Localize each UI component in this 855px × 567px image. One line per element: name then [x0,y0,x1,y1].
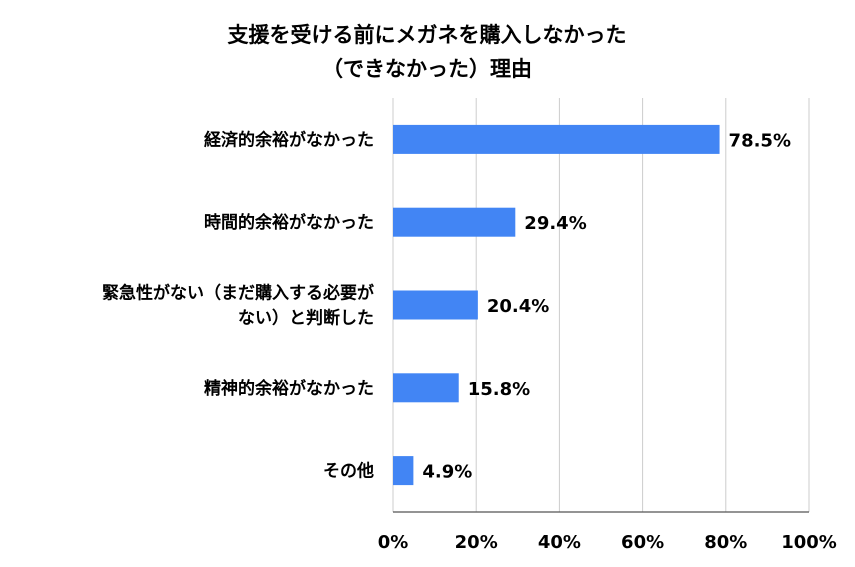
category-label: 精神的余裕がなかった [204,378,374,399]
chart-title-line-2: （できなかった）理由 [322,57,532,81]
category-label: その他 [323,461,374,482]
value-label: 20.4% [487,296,549,317]
category-label: 経済的余裕がなかった [204,129,374,150]
x-tick-label: 80% [704,532,747,553]
bar [393,207,516,237]
x-tick-label: 60% [621,532,664,553]
bar [393,290,478,320]
category-label: ない）と判断した [238,308,374,329]
bar [393,373,459,403]
chart-title-line-1: 支援を受ける前にメガネを購入しなかった [228,23,627,47]
x-axis-ticks: 0% 20% 40% 60% 80% 100% [378,532,837,553]
chart-title: 支援を受ける前にメガネを購入しなかった （できなかった）理由 [228,23,627,81]
x-tick-label: 0% [378,532,409,553]
x-tick-label: 40% [538,532,581,553]
bars: 78.5% 経済的余裕がなかった 29.4% 時間的余裕がなかった 20.4% 緊急性がな… [102,124,791,486]
bar [393,456,414,486]
bar [393,124,720,154]
category-label: 時間的余裕がなかった [204,212,374,233]
x-tick-label: 100% [781,532,837,553]
value-label: 15.8% [468,379,530,400]
category-label: 緊急性がない（まだ購入する必要が [102,283,374,304]
x-tick-label: 20% [455,532,498,553]
value-label: 29.4% [524,213,586,234]
value-label: 78.5% [729,130,791,151]
value-label: 4.9% [422,462,472,483]
